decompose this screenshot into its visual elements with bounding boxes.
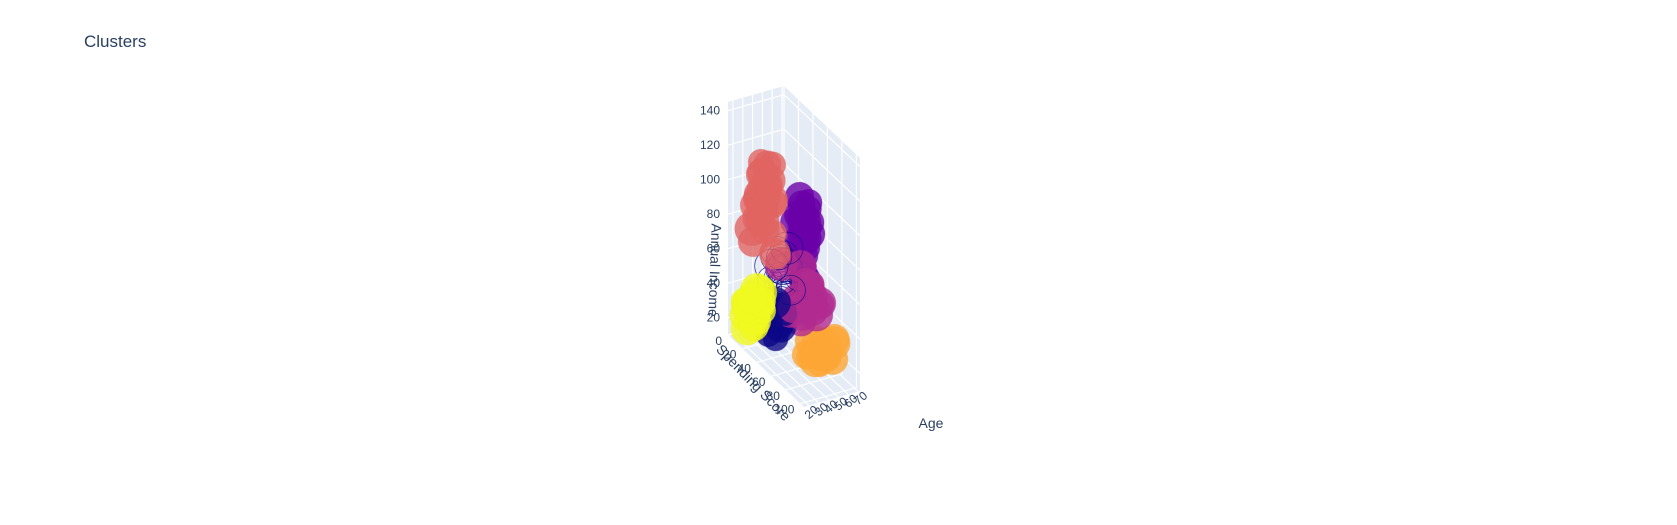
data-point xyxy=(784,181,815,212)
tick-label-income: 140 xyxy=(700,104,720,118)
axis-title-age: Age xyxy=(919,415,944,431)
tick-label-score: 20 xyxy=(723,348,737,362)
data-point xyxy=(735,281,769,315)
gridline-income xyxy=(727,128,861,202)
tick-label-score: 0 xyxy=(715,334,722,348)
tick-label-income: 80 xyxy=(707,207,721,221)
tick-label-income: 60 xyxy=(707,242,721,256)
axis-title-income: Annual Income xyxy=(705,223,724,317)
chart-title: Clusters xyxy=(84,32,147,51)
data-point xyxy=(746,158,776,187)
data-point xyxy=(779,207,810,237)
tick-label-income: 100 xyxy=(700,173,720,187)
tick-label-income: 40 xyxy=(707,276,721,290)
gridline-income xyxy=(727,93,861,168)
tick-label-score: 80 xyxy=(767,389,781,403)
tick-label-score: 100 xyxy=(774,403,794,417)
tick-label-income: 120 xyxy=(700,138,720,152)
tick-label-score: 60 xyxy=(752,375,766,389)
tick-label-score: 40 xyxy=(738,361,752,375)
tick-label-income: 20 xyxy=(707,311,721,325)
data-point xyxy=(791,267,821,297)
data-point xyxy=(746,204,780,238)
